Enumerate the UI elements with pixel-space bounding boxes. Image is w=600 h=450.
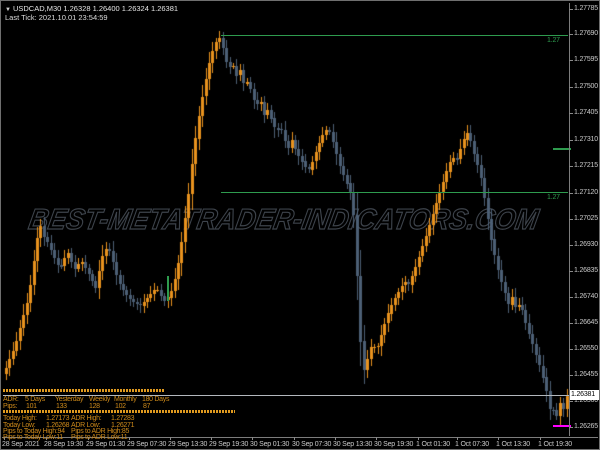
price-axis-label: 1.27120: [574, 189, 598, 196]
time-axis-label: 28 Sep 19:30: [44, 441, 84, 448]
time-axis-label: 29 Sep 13:30: [168, 441, 208, 448]
time-axis-label: 30 Sep 01:30: [250, 441, 290, 448]
adr-low-tick: [553, 425, 571, 427]
time-axis-label: 28 Sep 2021: [2, 441, 40, 448]
last-tick-text: Last Tick: 2021.10.01 23:54:59: [5, 13, 108, 22]
price-tick: [569, 219, 573, 220]
time-axis-label: 30 Sep 07:30: [292, 441, 332, 448]
time-tick: [418, 437, 419, 440]
price-axis-label: 1.27595: [574, 56, 598, 63]
price-axis-label: 1.27310: [574, 136, 598, 143]
price-axis-label: 1.26835: [574, 267, 598, 274]
time-axis-label: 1 Oct 01:30: [416, 441, 450, 448]
price-tick: [569, 245, 573, 246]
price-axis-label: 1.27215: [574, 162, 598, 169]
time-tick: [376, 437, 377, 440]
price-tick: [569, 297, 573, 298]
price-tick: [569, 375, 573, 376]
price-tick: [569, 140, 573, 141]
price-tick: [569, 323, 573, 324]
price-tick: [569, 34, 573, 35]
time-axis-separator: [2, 437, 598, 438]
price-axis-label: 1.26455: [574, 371, 598, 378]
price-axis-label: 1.27405: [574, 109, 598, 116]
yesterday-high-line-label: 1.27: [547, 194, 560, 201]
time-axis-label: 29 Sep 07:30: [127, 441, 167, 448]
price-tick: [569, 87, 573, 88]
price-tick: [569, 401, 573, 402]
symbol-ohlc-text: USDCAD,M30 1.26328 1.26400 1.26324 1.263…: [12, 4, 179, 13]
price-tick: [569, 271, 573, 272]
adr-high-tick: [553, 148, 571, 150]
weekly-high-line: [221, 35, 568, 36]
price-axis-label: 1.27500: [574, 83, 598, 90]
time-tick: [540, 437, 541, 440]
bid-price-label: 1.26381: [570, 390, 599, 400]
price-axis-label: 1.26360: [574, 397, 598, 404]
bid-price-line: [3, 395, 569, 396]
time-tick: [170, 437, 171, 440]
price-tick: [569, 193, 573, 194]
time-tick: [4, 437, 5, 440]
price-tick: [569, 60, 573, 61]
time-axis-label: 1 Oct 07:30: [455, 441, 489, 448]
time-axis-label: 30 Sep 19:30: [374, 441, 414, 448]
chevron-down-icon[interactable]: ▼: [5, 7, 11, 13]
symbol-title: ▼ USDCAD,M30 1.26328 1.26400 1.26324 1.26…: [5, 4, 178, 15]
price-tick: [569, 427, 573, 428]
price-axis-label: 1.26645: [574, 319, 598, 326]
weekly-high-line-label: 1.27: [547, 37, 560, 44]
price-axis-label: 1.26550: [574, 345, 598, 352]
time-tick: [211, 437, 212, 440]
time-axis-label: 29 Sep 19:30: [209, 441, 249, 448]
price-axis-label: 1.27690: [574, 30, 598, 37]
time-tick: [46, 437, 47, 440]
time-axis-label: 30 Sep 13:30: [333, 441, 373, 448]
time-tick: [88, 437, 89, 440]
price-axis-label: 1.26740: [574, 293, 598, 300]
time-tick: [252, 437, 253, 440]
price-tick: [569, 166, 573, 167]
price-axis-label: 1.27785: [574, 5, 598, 12]
time-tick: [498, 437, 499, 440]
yesterday-high-line: [221, 192, 568, 193]
price-tick: [569, 113, 573, 114]
time-tick: [294, 437, 295, 440]
price-tick: [569, 349, 573, 350]
price-axis-label: 1.27025: [574, 215, 598, 222]
time-axis-label: 1 Oct 19:30: [538, 441, 572, 448]
time-axis-label: 1 Oct 13:30: [496, 441, 530, 448]
price-axis-label: 1.26930: [574, 241, 598, 248]
price-tick: [569, 9, 573, 10]
time-tick: [335, 437, 336, 440]
price-axis-label: 1.26265: [574, 423, 598, 430]
time-tick: [457, 437, 458, 440]
time-axis-label: 29 Sep 01:30: [86, 441, 126, 448]
time-tick: [129, 437, 130, 440]
signal-mark: [167, 276, 169, 301]
